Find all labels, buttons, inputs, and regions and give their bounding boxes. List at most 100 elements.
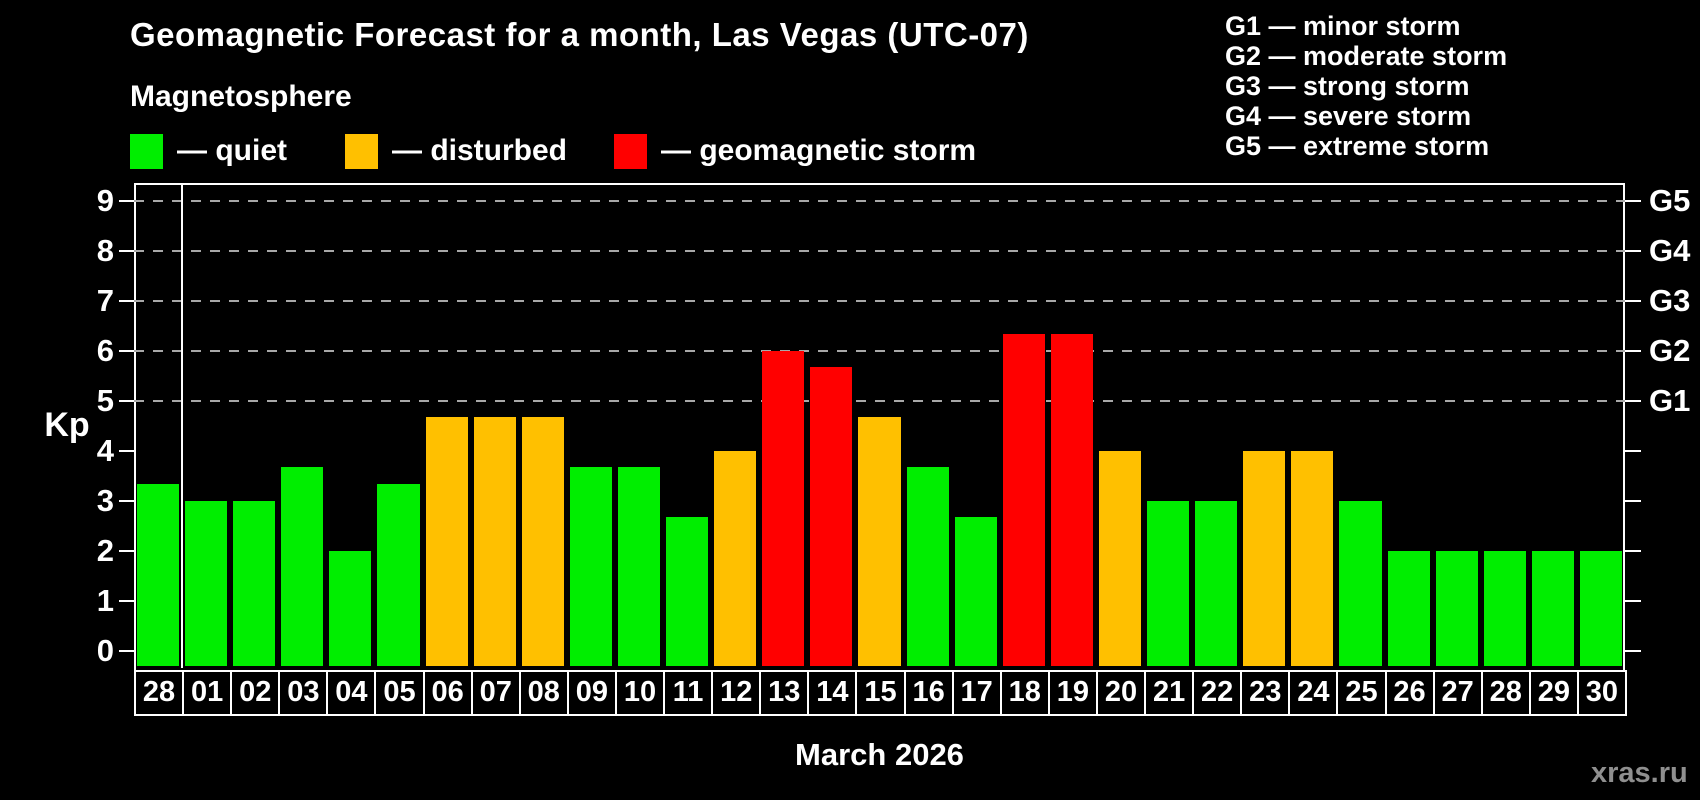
- kp-bar: [1579, 550, 1622, 666]
- g5-legend-line: G5 — extreme storm: [1225, 131, 1490, 161]
- magnetosphere-label: Magnetosphere: [130, 80, 352, 113]
- day-label: 16: [903, 670, 954, 716]
- legend-label-quiet: — quiet: [177, 134, 287, 167]
- kp-bar: [666, 517, 709, 666]
- g-scale-legend: G1 — minor storm G2 — moderate storm G3 …: [1225, 11, 1507, 161]
- kp-bar: [1243, 450, 1286, 666]
- y-tick-right-3: [1625, 499, 1641, 502]
- y-axis-label-6: 6: [96, 332, 114, 368]
- day-label: 02: [230, 670, 281, 716]
- day-label: 04: [326, 670, 377, 716]
- day-label: 15: [855, 670, 906, 716]
- kp-bar: [858, 417, 901, 666]
- y-axis-label-3: 3: [96, 482, 114, 518]
- y-tick-right-4: [1625, 449, 1641, 452]
- y-axis-label-7: 7: [96, 282, 114, 318]
- gridline-kp6: [134, 349, 1625, 352]
- gridline-kp9: [134, 199, 1625, 202]
- y-tick-right-8: [1625, 249, 1641, 252]
- day-label: 25: [1336, 670, 1387, 716]
- day-label: 06: [422, 670, 473, 716]
- y-tick-left-1: [119, 599, 134, 602]
- kp-bar: [1050, 334, 1093, 666]
- kp-bar: [1098, 450, 1142, 666]
- kp-bar: [1291, 450, 1334, 666]
- y-tick-right-7: [1625, 299, 1641, 302]
- g-scale-label-G4: G4: [1649, 232, 1691, 268]
- day-label: 17: [951, 670, 1002, 716]
- kp-bar: [137, 484, 180, 666]
- y-axis-label-0: 0: [96, 632, 114, 668]
- day-label: 22: [1192, 670, 1243, 716]
- kp-bar: [377, 484, 420, 666]
- g4-legend-line: G4 — severe storm: [1225, 101, 1472, 131]
- kp-bar: [1195, 500, 1238, 666]
- day-label: 29: [1528, 670, 1579, 716]
- day-label: 01: [182, 670, 233, 716]
- y-axis-title: Kp: [44, 406, 90, 444]
- day-label: 11: [663, 670, 714, 716]
- kp-bar: [281, 467, 324, 666]
- g-scale-label-G1: G1: [1649, 382, 1691, 418]
- g3-legend-line: G3 — strong storm: [1225, 71, 1470, 101]
- g2-legend-line: G2 — moderate storm: [1225, 41, 1508, 71]
- y-axis-label-2: 2: [96, 532, 114, 568]
- day-label: 19: [1047, 670, 1098, 716]
- gridline-kp7: [134, 299, 1625, 302]
- y-tick-right-9: [1625, 199, 1641, 202]
- kp-bar: [473, 417, 516, 666]
- kp-bar: [762, 350, 805, 666]
- day-label: 10: [614, 670, 666, 716]
- kp-bar: [1531, 550, 1574, 666]
- y-tick-right-0: [1625, 649, 1641, 652]
- g-scale-label-G3: G3: [1649, 282, 1691, 318]
- kp-bar: [617, 467, 661, 666]
- y-tick-right-2: [1625, 549, 1641, 552]
- kp-bar: [1002, 334, 1045, 666]
- legend-label-disturbed: — disturbed: [392, 134, 568, 167]
- day-label: 14: [807, 670, 858, 716]
- month-separator: [180, 183, 183, 668]
- y-tick-right-6: [1625, 349, 1641, 352]
- day-label: 28: [134, 670, 185, 716]
- y-axis-label-5: 5: [96, 382, 114, 418]
- day-label: 24: [1288, 670, 1339, 716]
- kp-bar: [1483, 550, 1526, 666]
- day-label: 21: [1144, 670, 1195, 716]
- gridline-kp8: [134, 249, 1625, 252]
- y-tick-left-2: [119, 549, 134, 552]
- day-label: 05: [374, 670, 425, 716]
- day-label: 30: [1576, 670, 1627, 716]
- day-label: 27: [1432, 670, 1483, 716]
- watermark: xras.ru: [1591, 757, 1688, 789]
- kp-bar: [1435, 550, 1478, 666]
- y-tick-left-4: [119, 449, 134, 452]
- page-title: Geomagnetic Forecast for a month, Las Ve…: [130, 16, 1029, 53]
- kp-bar: [185, 500, 228, 666]
- quiet-color-swatch: [130, 133, 163, 169]
- gridline-kp5: [134, 399, 1625, 402]
- y-tick-left-9: [119, 199, 134, 202]
- g1-legend-line: G1 — minor storm: [1225, 11, 1461, 41]
- x-axis-title: March 2026: [795, 737, 964, 772]
- kp-bar: [521, 417, 564, 666]
- day-label: 03: [278, 670, 329, 716]
- y-axis-label-1: 1: [96, 582, 114, 618]
- kp-bar: [233, 500, 276, 666]
- kp-bar: [329, 550, 372, 666]
- y-tick-right-1: [1625, 599, 1641, 602]
- g-scale-label-G5: G5: [1649, 182, 1691, 218]
- legend-item-storm: — geomagnetic storm: [614, 133, 976, 169]
- day-label: 23: [1240, 670, 1291, 716]
- day-label: 18: [999, 670, 1050, 716]
- y-tick-left-5: [119, 399, 134, 402]
- kp-bar: [954, 517, 997, 666]
- day-label: 13: [759, 670, 810, 716]
- day-label: 08: [518, 670, 569, 716]
- y-tick-left-3: [119, 499, 134, 502]
- kp-bar: [1147, 500, 1190, 666]
- day-label: 12: [711, 670, 762, 716]
- day-label: 20: [1095, 670, 1147, 716]
- y-tick-left-8: [119, 249, 134, 252]
